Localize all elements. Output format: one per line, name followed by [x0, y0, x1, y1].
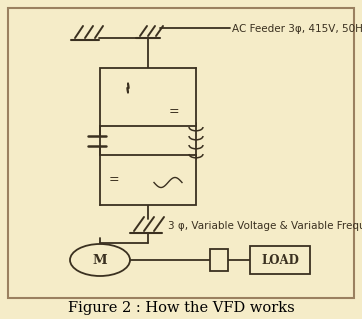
- Text: =: =: [169, 106, 179, 118]
- Text: AC Feeder 3φ, 415V, 50Hz: AC Feeder 3φ, 415V, 50Hz: [232, 24, 362, 34]
- Bar: [100, 68, 196, 126]
- Bar: [100, 155, 196, 205]
- Text: Figure 2 : How the VFD works: Figure 2 : How the VFD works: [68, 301, 294, 315]
- Text: LOAD: LOAD: [261, 254, 299, 266]
- Text: =: =: [109, 174, 119, 187]
- Bar: [250, 246, 310, 274]
- Bar: [210, 249, 228, 271]
- Text: 3 φ, Variable Voltage & Variable Frequency: 3 φ, Variable Voltage & Variable Frequen…: [168, 221, 362, 231]
- Ellipse shape: [70, 244, 130, 276]
- Text: M: M: [93, 254, 107, 266]
